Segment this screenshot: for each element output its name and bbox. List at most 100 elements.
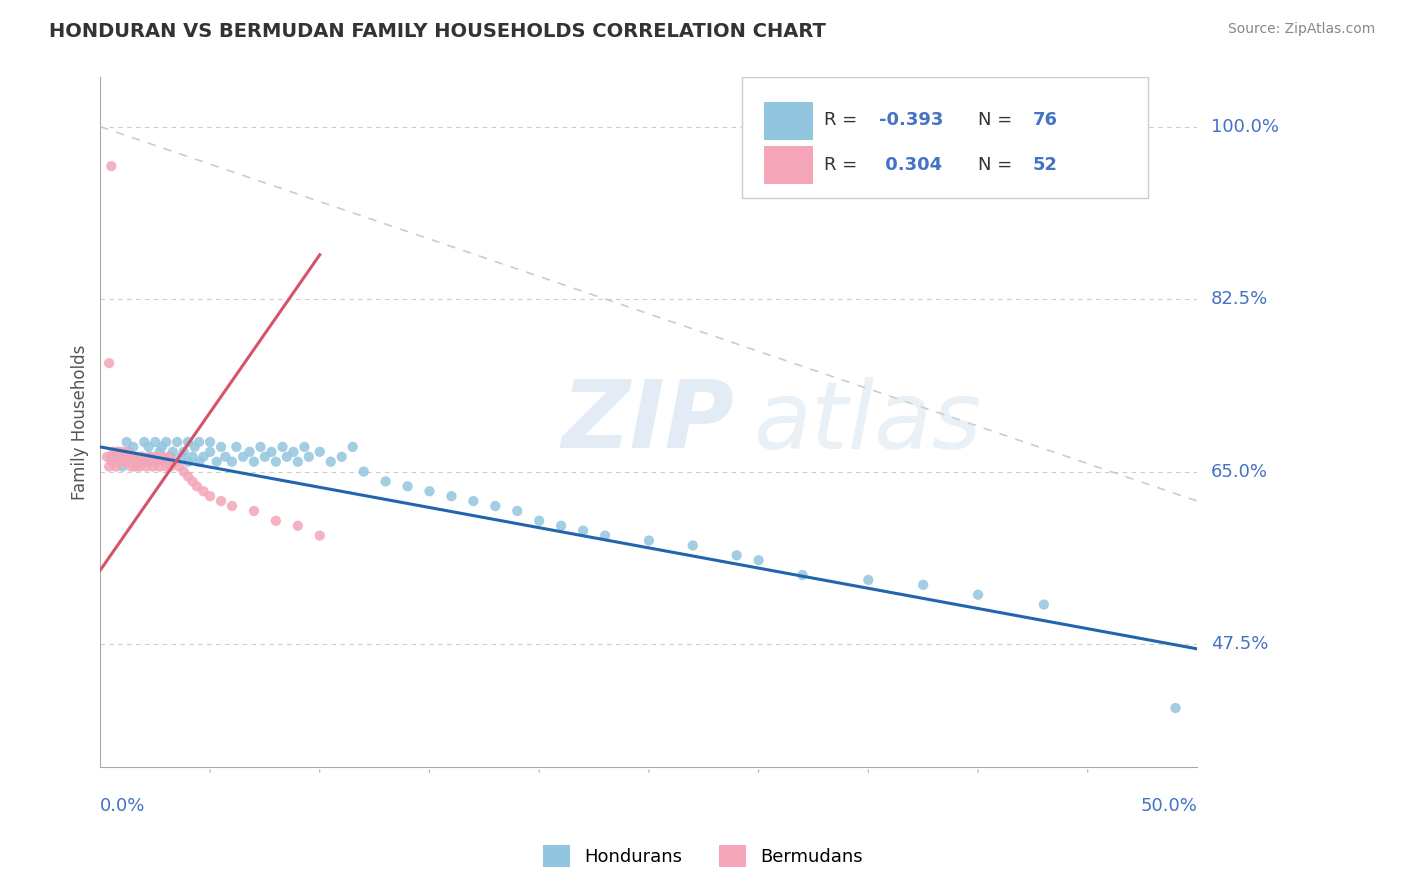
Text: HONDURAN VS BERMUDAN FAMILY HOUSEHOLDS CORRELATION CHART: HONDURAN VS BERMUDAN FAMILY HOUSEHOLDS C…: [49, 22, 827, 41]
Point: [173, 465, 195, 479]
Point: [108, 450, 131, 464]
Point: [396, 479, 419, 493]
Text: R =: R =: [824, 156, 863, 174]
Point: [150, 450, 173, 464]
Point: [1032, 598, 1054, 612]
Point: [264, 514, 287, 528]
Point: [163, 455, 186, 469]
Point: [484, 499, 506, 513]
Point: [128, 450, 150, 464]
Point: [221, 499, 243, 513]
Point: [221, 455, 243, 469]
Point: [418, 484, 440, 499]
Point: [243, 504, 266, 518]
Point: [96, 450, 118, 464]
Point: [107, 445, 129, 459]
Point: [638, 533, 661, 548]
Point: [330, 450, 353, 464]
Point: [143, 435, 166, 450]
Point: [319, 455, 342, 469]
Point: [238, 445, 260, 459]
Point: [100, 159, 122, 173]
Point: [198, 445, 221, 459]
Point: [124, 450, 146, 464]
Point: [593, 528, 616, 542]
Point: [155, 455, 177, 469]
Bar: [763, 102, 814, 139]
Point: [100, 450, 122, 464]
Point: [153, 455, 176, 469]
Point: [294, 440, 316, 454]
Legend: Hondurans, Bermudans: Hondurans, Bermudans: [536, 838, 870, 874]
Text: atlas: atlas: [754, 376, 981, 467]
Y-axis label: Family Households: Family Households: [72, 344, 89, 500]
Point: [198, 489, 221, 503]
Point: [792, 568, 814, 582]
Text: Source: ZipAtlas.com: Source: ZipAtlas.com: [1227, 22, 1375, 37]
Point: [142, 459, 165, 474]
Text: 0.0%: 0.0%: [100, 797, 146, 814]
Point: [138, 440, 160, 454]
Point: [177, 469, 200, 483]
Point: [162, 445, 184, 459]
Point: [506, 504, 529, 518]
Point: [98, 459, 121, 474]
Point: [118, 455, 141, 469]
Point: [169, 459, 191, 474]
Point: [107, 445, 129, 459]
Point: [114, 455, 136, 469]
Point: [134, 455, 156, 469]
Point: [253, 450, 276, 464]
Point: [120, 450, 142, 464]
Point: [131, 455, 153, 469]
Point: [232, 450, 254, 464]
Point: [198, 435, 221, 450]
Point: [122, 440, 145, 454]
Point: [183, 440, 205, 454]
Point: [725, 549, 748, 563]
Point: [181, 450, 204, 464]
Point: [115, 445, 138, 459]
Point: [157, 450, 180, 464]
Point: [122, 455, 145, 469]
Point: [440, 489, 463, 503]
Point: [134, 435, 156, 450]
FancyBboxPatch shape: [742, 78, 1149, 198]
Point: [682, 538, 704, 552]
Point: [209, 494, 232, 508]
Point: [748, 553, 770, 567]
Point: [374, 475, 396, 489]
Point: [264, 455, 287, 469]
Point: [193, 484, 215, 499]
Text: 82.5%: 82.5%: [1211, 290, 1268, 308]
Point: [276, 450, 298, 464]
Point: [170, 450, 193, 464]
Point: [124, 459, 146, 474]
Point: [858, 573, 880, 587]
Point: [463, 494, 485, 508]
Point: [243, 455, 266, 469]
Point: [135, 459, 157, 474]
Point: [181, 475, 204, 489]
Point: [107, 455, 129, 469]
Point: [214, 450, 236, 464]
Point: [122, 455, 145, 469]
Text: N =: N =: [979, 112, 1018, 129]
Text: 50.0%: 50.0%: [1140, 797, 1198, 814]
Point: [149, 459, 172, 474]
Point: [550, 518, 572, 533]
Point: [287, 518, 309, 533]
Point: [134, 455, 156, 469]
Point: [98, 356, 121, 370]
Point: [209, 440, 232, 454]
Point: [115, 435, 138, 450]
Text: R =: R =: [824, 112, 863, 129]
Point: [115, 450, 138, 464]
Point: [186, 479, 208, 493]
Point: [138, 450, 160, 464]
Point: [111, 459, 134, 474]
Point: [127, 455, 149, 469]
Point: [271, 440, 294, 454]
Text: N =: N =: [979, 156, 1018, 174]
Point: [128, 459, 150, 474]
